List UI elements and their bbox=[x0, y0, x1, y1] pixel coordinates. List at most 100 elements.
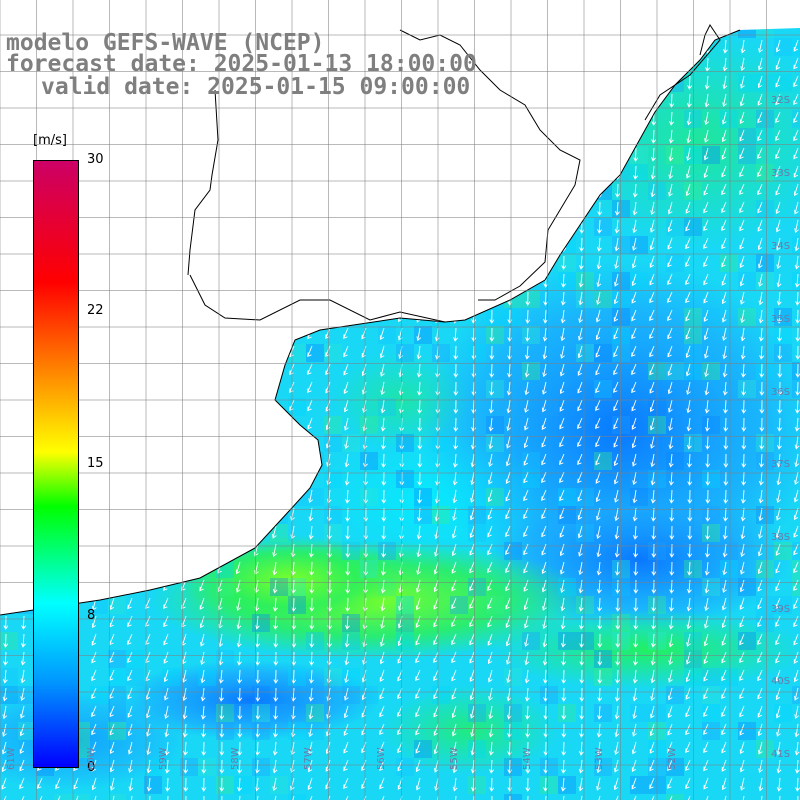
wind-arrow bbox=[687, 489, 693, 504]
wind-arrow bbox=[489, 309, 495, 324]
wind-arrow bbox=[415, 597, 421, 611]
grid-cell bbox=[252, 614, 270, 632]
wind-arrow bbox=[686, 165, 691, 179]
wind-arrow bbox=[759, 345, 765, 360]
wind-arrow bbox=[73, 795, 79, 800]
wind-arrow bbox=[685, 183, 691, 197]
wind-arrow bbox=[434, 561, 439, 575]
wind-arrow bbox=[685, 723, 691, 736]
wind-arrow bbox=[649, 237, 655, 251]
grid-cell bbox=[504, 668, 522, 686]
wind-arrow bbox=[2, 741, 7, 755]
wind-arrow bbox=[596, 795, 601, 800]
wind-arrow bbox=[524, 615, 529, 629]
wind-arrow bbox=[488, 435, 494, 450]
wind-arrow bbox=[775, 111, 781, 123]
wind-arrow bbox=[470, 489, 475, 503]
wind-arrow bbox=[578, 273, 584, 288]
wind-arrow bbox=[37, 795, 43, 800]
wind-arrow bbox=[757, 633, 763, 646]
wind-arrow bbox=[614, 525, 620, 540]
wind-arrow bbox=[379, 741, 385, 753]
wind-arrow bbox=[380, 363, 385, 377]
grid-cell bbox=[108, 794, 126, 800]
wind-arrow bbox=[739, 597, 745, 610]
grid-cell bbox=[702, 668, 720, 686]
lon-label-60w: 60W bbox=[86, 747, 97, 770]
wind-arrow bbox=[757, 201, 763, 214]
wind-arrow bbox=[507, 795, 513, 800]
lat-label-37s: 37S bbox=[771, 459, 791, 470]
wind-arrow bbox=[650, 633, 656, 648]
wind-arrow bbox=[541, 525, 547, 538]
colorbar-unit: [m/s] bbox=[33, 133, 67, 148]
wind-arrow bbox=[525, 327, 531, 342]
grid-cell bbox=[738, 28, 756, 38]
wind-arrow bbox=[777, 309, 782, 324]
grid-cell bbox=[360, 488, 378, 506]
wind-arrow bbox=[722, 57, 728, 72]
wind-arrow bbox=[667, 219, 673, 233]
wind-arrow bbox=[703, 165, 709, 178]
wind-arrow bbox=[525, 723, 531, 738]
colorbar-tick-8: 8 bbox=[87, 608, 96, 623]
wind-arrow bbox=[542, 363, 547, 378]
wind-arrow bbox=[560, 561, 565, 575]
lat-label-34s: 34S bbox=[771, 241, 791, 252]
wind-arrow bbox=[380, 417, 386, 432]
wind-arrow bbox=[272, 525, 277, 539]
wind-arrow bbox=[650, 147, 656, 162]
wind-arrow bbox=[758, 759, 763, 774]
wind-arrow bbox=[453, 417, 459, 432]
wind-arrow bbox=[597, 705, 602, 720]
grid-cell bbox=[108, 722, 126, 740]
grid-cell bbox=[144, 776, 162, 794]
wind-arrow bbox=[489, 327, 495, 342]
wind-arrow bbox=[705, 435, 711, 450]
wind-arrow bbox=[543, 309, 548, 324]
wind-arrow bbox=[577, 489, 583, 502]
wind-arrow bbox=[451, 615, 457, 628]
wind-arrow bbox=[416, 525, 422, 540]
wind-arrow bbox=[417, 489, 423, 504]
wind-arrow bbox=[109, 597, 115, 610]
wind-arrow bbox=[415, 723, 421, 736]
grid-cell bbox=[486, 380, 504, 398]
wind-arrow bbox=[417, 399, 423, 414]
wind-arrow bbox=[632, 741, 637, 755]
wind-arrow bbox=[272, 561, 278, 576]
wind-arrow bbox=[667, 291, 673, 303]
wind-arrow bbox=[614, 219, 620, 234]
wind-arrow bbox=[199, 615, 205, 629]
grid-cell bbox=[756, 560, 774, 578]
wind-arrow bbox=[758, 795, 764, 800]
grid-cell bbox=[378, 578, 396, 596]
grid-cell bbox=[666, 254, 684, 272]
grid-cell bbox=[522, 326, 540, 344]
wind-arrow bbox=[685, 201, 691, 214]
grid-cell bbox=[666, 362, 684, 380]
wind-arrow bbox=[416, 579, 421, 593]
wind-arrow bbox=[415, 651, 421, 664]
grid-cell bbox=[792, 578, 800, 596]
grid-cell bbox=[738, 272, 756, 290]
wind-arrow bbox=[163, 669, 169, 683]
wind-arrow bbox=[631, 309, 637, 322]
grid-cell bbox=[342, 668, 360, 686]
wind-arrow bbox=[182, 687, 188, 702]
wind-arrow bbox=[597, 597, 603, 612]
wind-arrow bbox=[452, 759, 458, 774]
wind-arrow bbox=[739, 237, 745, 250]
wind-arrow bbox=[20, 687, 25, 702]
wind-arrow bbox=[543, 291, 549, 306]
wind-arrow bbox=[740, 579, 745, 593]
wind-arrow bbox=[471, 363, 477, 378]
wind-arrow bbox=[1, 795, 7, 800]
wind-arrow bbox=[739, 633, 745, 646]
wind-arrow bbox=[595, 435, 601, 448]
wind-arrow bbox=[561, 759, 566, 774]
wind-arrow bbox=[614, 255, 619, 270]
wind-arrow bbox=[273, 723, 278, 738]
wind-arrow bbox=[613, 795, 619, 800]
lon-label-52w: 52W bbox=[667, 747, 678, 770]
